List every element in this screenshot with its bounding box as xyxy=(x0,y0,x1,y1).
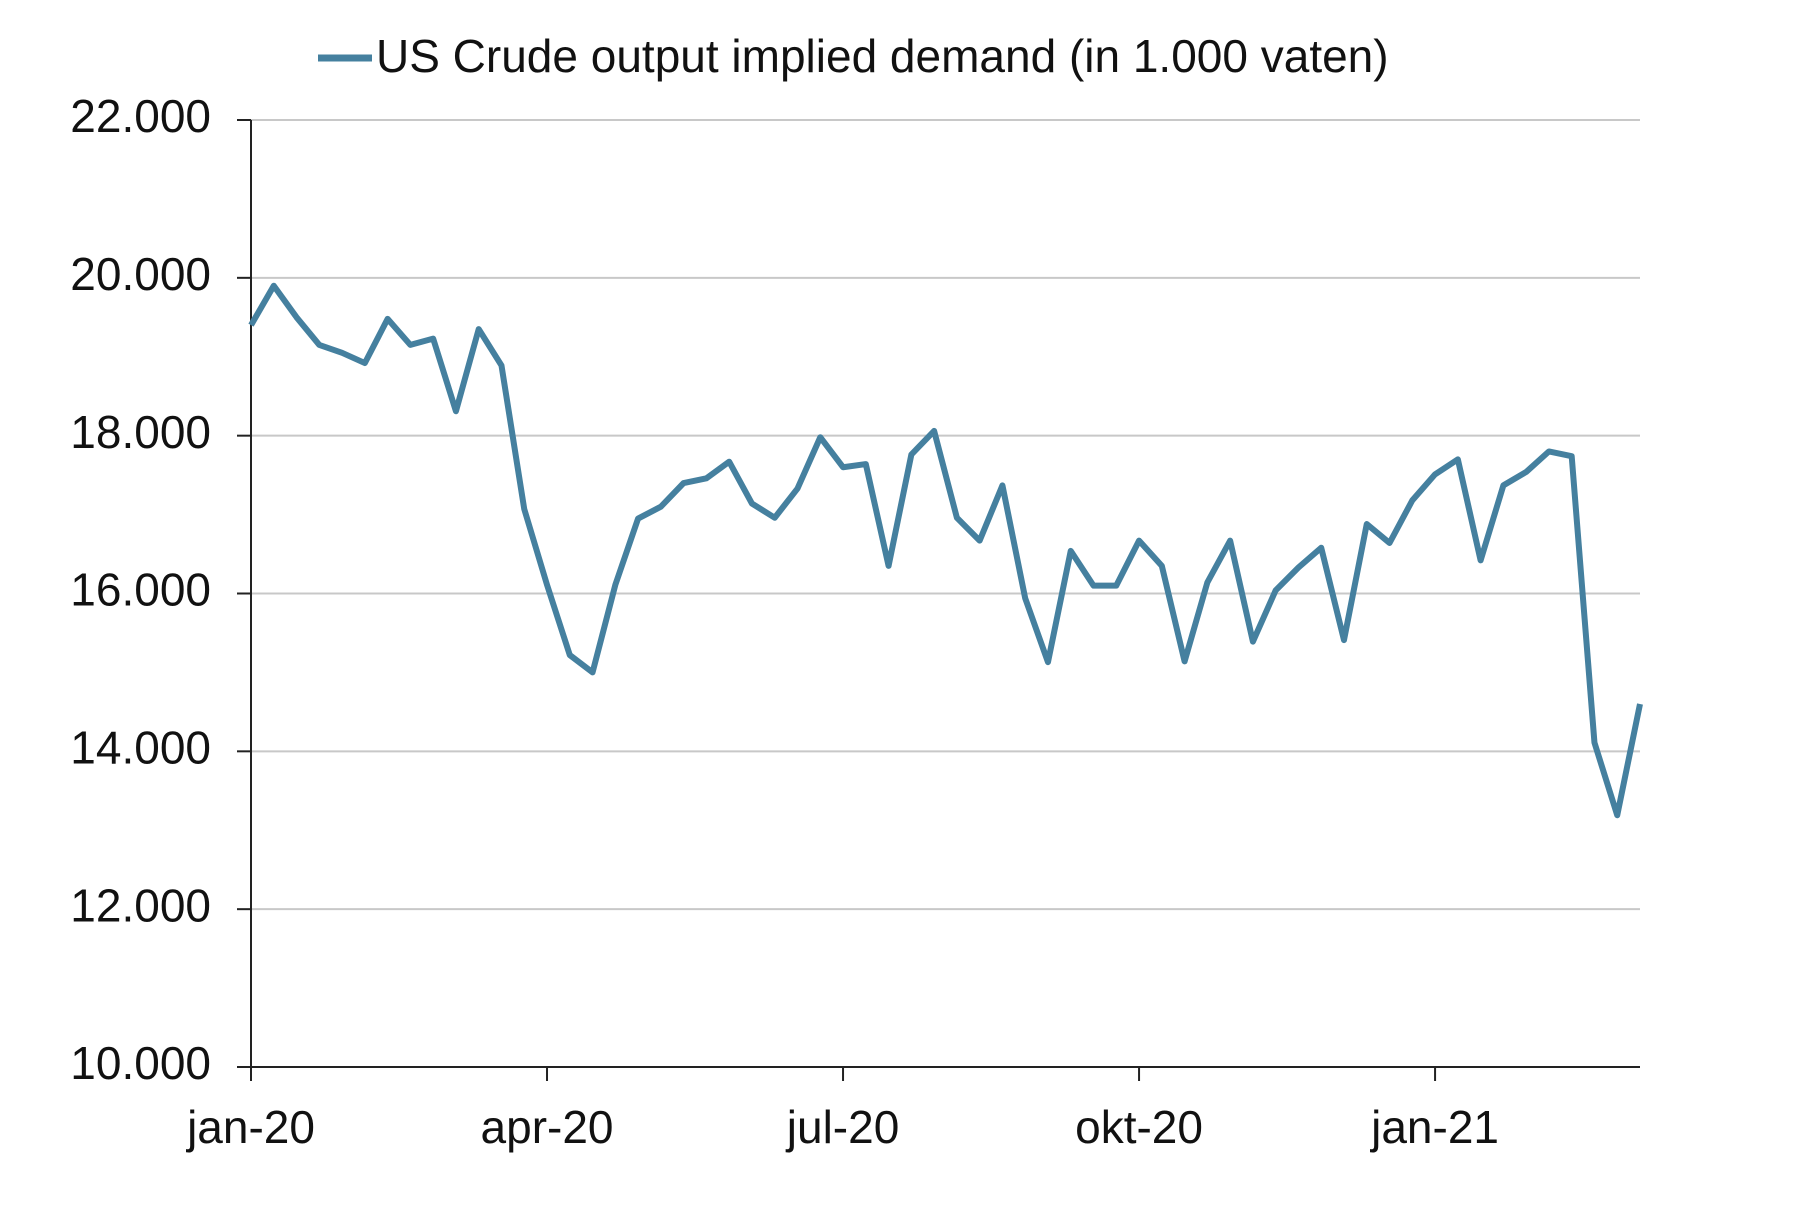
x-tick-label: okt-20 xyxy=(1075,1101,1203,1153)
y-tick-label: 18.000 xyxy=(70,406,211,458)
x-tick-label: jan-21 xyxy=(1369,1101,1499,1153)
y-tick-label: 12.000 xyxy=(70,879,211,931)
x-tick-label: jul-20 xyxy=(785,1101,900,1153)
y-tick-label: 20.000 xyxy=(70,248,211,300)
x-tick-label: jan-20 xyxy=(185,1101,315,1153)
x-tick-label: apr-20 xyxy=(481,1101,614,1153)
y-tick-label: 14.000 xyxy=(70,721,211,773)
legend-label: US Crude output implied demand (in 1.000… xyxy=(376,30,1389,82)
y-tick-label: 10.000 xyxy=(70,1037,211,1089)
data-line xyxy=(248,282,1643,819)
y-tick-label: 16.000 xyxy=(70,564,211,616)
y-tick-label: 22.000 xyxy=(70,90,211,142)
